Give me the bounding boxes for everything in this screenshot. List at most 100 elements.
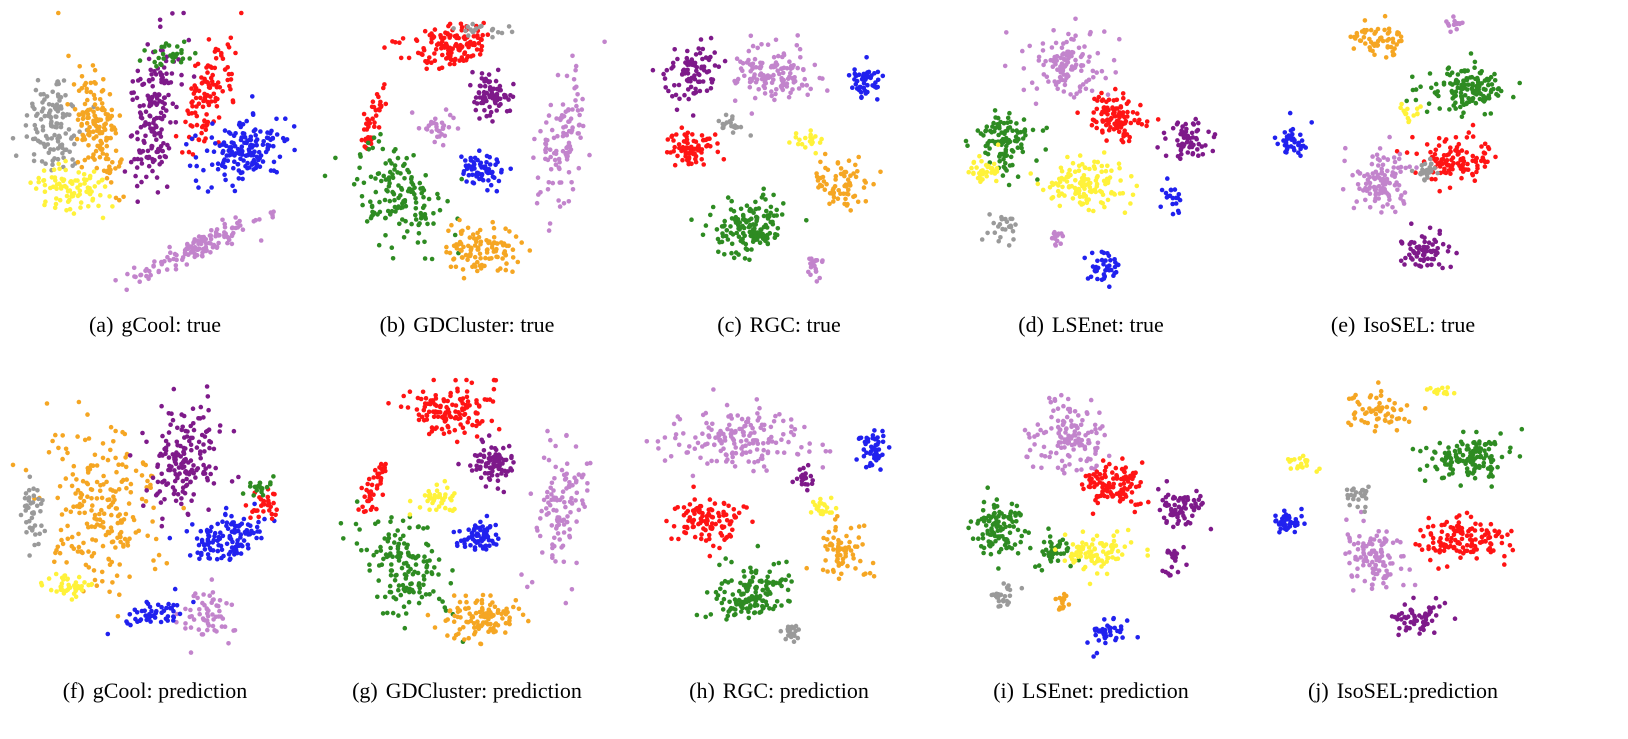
data-point xyxy=(207,85,213,90)
data-point xyxy=(191,463,196,468)
data-point xyxy=(55,105,60,111)
data-point xyxy=(1489,82,1495,87)
panel-caption: (e) IsoSEL: true xyxy=(1253,312,1553,338)
data-point xyxy=(406,553,411,558)
data-point xyxy=(468,82,473,88)
data-point xyxy=(200,632,206,637)
data-point xyxy=(124,477,129,482)
data-point xyxy=(359,548,364,553)
data-point xyxy=(422,203,427,209)
data-point xyxy=(1375,42,1381,48)
data-point xyxy=(1455,85,1461,91)
data-point xyxy=(485,471,491,476)
data-point xyxy=(90,155,96,160)
data-point xyxy=(1370,154,1375,159)
data-point xyxy=(1389,173,1395,178)
data-point xyxy=(567,480,572,485)
data-point xyxy=(1168,187,1174,193)
data-point xyxy=(740,231,746,236)
data-point xyxy=(1427,71,1433,76)
data-point xyxy=(131,265,137,271)
data-point xyxy=(1077,153,1083,158)
data-point xyxy=(1191,122,1197,127)
data-point xyxy=(553,464,558,470)
data-point xyxy=(1053,62,1058,67)
data-point xyxy=(173,498,179,504)
data-point xyxy=(564,519,570,525)
data-point xyxy=(1086,207,1092,213)
cluster-lavender xyxy=(409,107,461,148)
data-point xyxy=(1466,82,1471,87)
data-point xyxy=(697,72,702,78)
data-point xyxy=(161,95,167,101)
data-point xyxy=(502,468,508,474)
data-point xyxy=(836,188,841,193)
data-point xyxy=(537,533,543,539)
data-point xyxy=(215,161,221,166)
data-point xyxy=(1398,258,1404,264)
data-point xyxy=(1437,231,1442,236)
data-point xyxy=(429,548,435,554)
data-point xyxy=(134,95,140,101)
data-point xyxy=(95,106,100,111)
data-point xyxy=(243,503,249,508)
data-point xyxy=(137,103,143,109)
data-point xyxy=(209,79,215,84)
data-point xyxy=(438,35,444,41)
data-point xyxy=(459,176,464,182)
data-point xyxy=(1291,145,1296,151)
data-point xyxy=(1365,172,1370,177)
data-point xyxy=(196,88,202,94)
scatter-plot xyxy=(650,33,886,284)
data-point xyxy=(1298,146,1303,152)
data-point xyxy=(161,113,167,119)
data-point xyxy=(443,30,448,35)
data-point xyxy=(412,569,417,575)
data-point xyxy=(546,180,552,185)
data-point xyxy=(221,142,227,147)
data-point xyxy=(158,451,163,457)
data-point xyxy=(183,626,188,631)
data-point xyxy=(233,544,238,550)
data-point xyxy=(372,120,377,125)
data-point xyxy=(1459,82,1464,88)
data-point xyxy=(99,101,105,106)
data-point xyxy=(1414,151,1419,157)
data-point xyxy=(479,44,485,49)
data-point xyxy=(36,496,41,502)
data-point xyxy=(1062,78,1068,83)
data-point xyxy=(193,63,198,69)
data-point xyxy=(421,573,426,579)
data-point xyxy=(1079,179,1084,184)
data-point xyxy=(69,483,75,489)
data-point xyxy=(1470,96,1475,101)
data-point xyxy=(577,122,582,128)
data-point xyxy=(998,235,1003,240)
data-point xyxy=(1058,75,1064,81)
data-point xyxy=(714,227,720,232)
data-point xyxy=(1206,129,1211,135)
data-point xyxy=(1378,187,1383,193)
data-point xyxy=(50,438,55,444)
data-point xyxy=(65,199,71,204)
data-point xyxy=(465,399,471,404)
data-point xyxy=(87,467,93,472)
data-point xyxy=(164,108,169,113)
data-point xyxy=(1427,156,1433,162)
data-point xyxy=(812,62,818,68)
data-point xyxy=(223,512,228,518)
data-point xyxy=(33,186,39,191)
data-point xyxy=(1175,138,1180,143)
data-point xyxy=(1441,153,1447,158)
data-point xyxy=(847,182,853,187)
data-point xyxy=(209,135,215,140)
data-point xyxy=(75,487,81,493)
data-point xyxy=(805,92,810,98)
data-point xyxy=(48,587,54,593)
data-point xyxy=(474,467,479,472)
data-point xyxy=(1440,241,1446,247)
data-point xyxy=(484,160,489,165)
data-point xyxy=(1343,145,1348,151)
data-point xyxy=(232,159,237,164)
data-point xyxy=(446,125,452,130)
